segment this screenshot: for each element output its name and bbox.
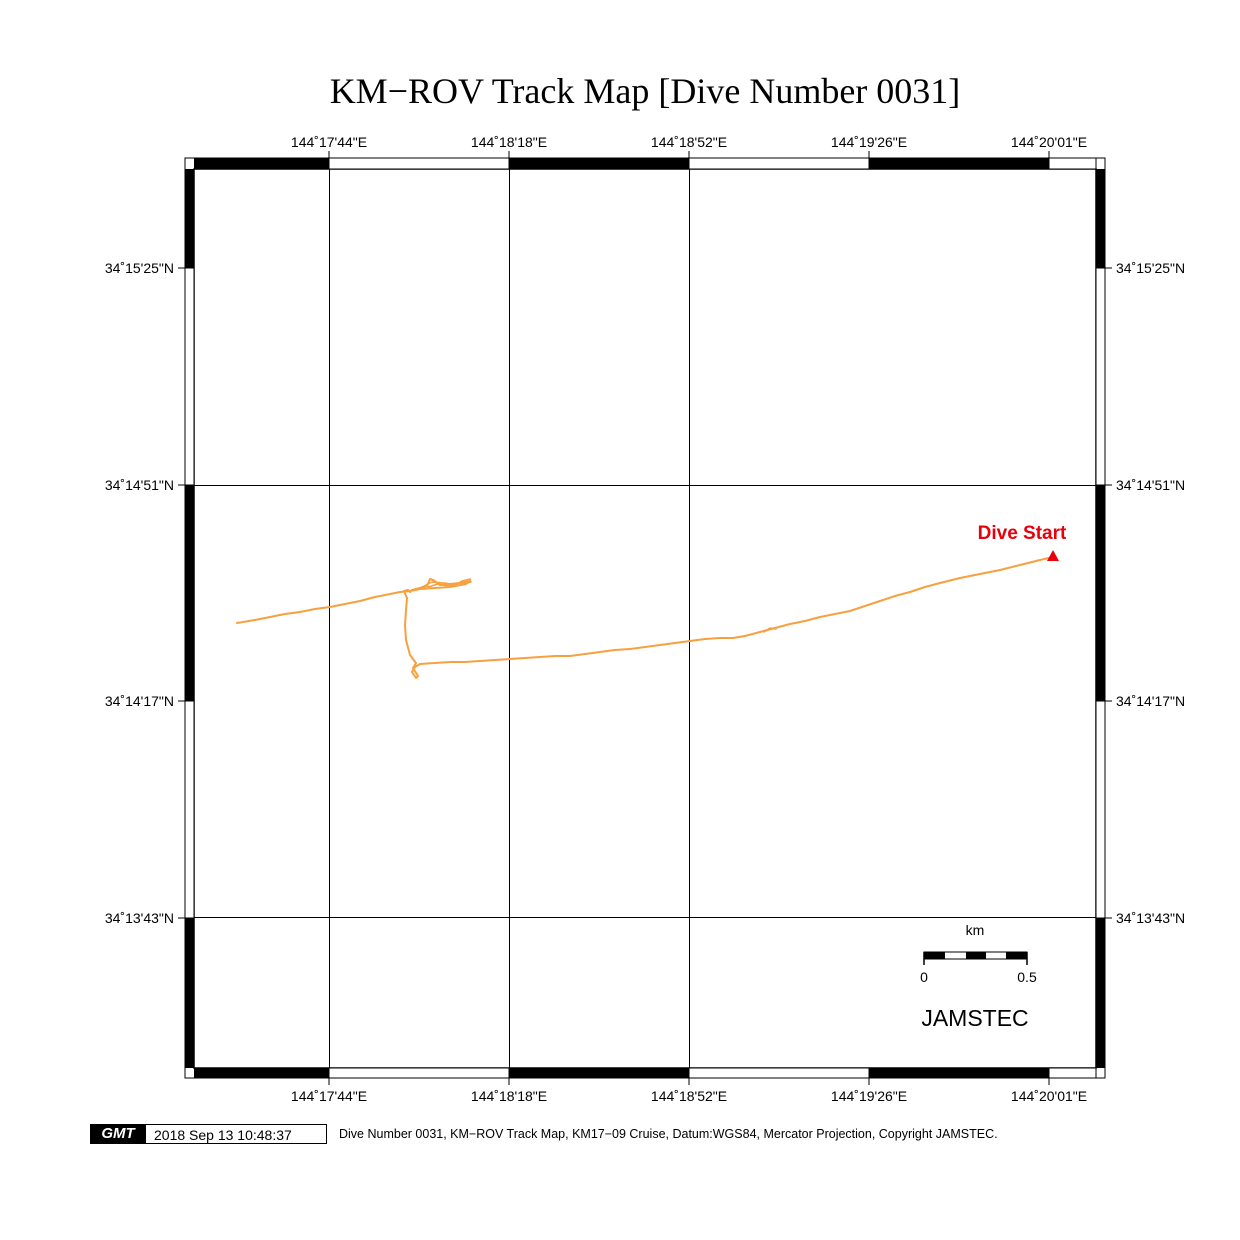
- footer-timestamp: 2018 Sep 13 10:48:37: [146, 1124, 327, 1144]
- rov-track: [236, 556, 1054, 679]
- lon-label-top: 144˚18'18"E: [471, 134, 547, 150]
- scale-bar-start-label: 0: [920, 969, 928, 985]
- bottom-border-ticks: [194, 1067, 1097, 1079]
- graticule: [194, 169, 1096, 1068]
- lon-label-top: 144˚17'44"E: [291, 134, 367, 150]
- track-segment-jitter: [763, 627, 777, 633]
- map-title: KM−ROV Track Map [Dive Number 0031]: [329, 71, 961, 111]
- scale-bar-end-label: 0.5: [1017, 969, 1037, 985]
- track-segment-cluster: [419, 578, 472, 589]
- lon-label-top: 144˚19'26"E: [831, 134, 907, 150]
- gmt-logo: GMT: [90, 1124, 146, 1144]
- dive-start-label: Dive Start: [978, 523, 1067, 544]
- scale-bar-unit: km: [966, 922, 985, 938]
- footer-caption: Dive Number 0031, KM−ROV Track Map, KM17…: [339, 1127, 998, 1141]
- dive-start-marker-icon: [1047, 550, 1059, 561]
- lat-label-right: 34˚15'25"N: [1116, 260, 1185, 276]
- lon-label-bottom: 144˚20'01"E: [1011, 1088, 1087, 1104]
- lat-label-left: 34˚15'25"N: [105, 260, 174, 276]
- lon-label-bottom: 144˚19'26"E: [831, 1088, 907, 1104]
- lat-label-left: 34˚14'51"N: [105, 477, 174, 493]
- lat-label-left: 34˚14'17"N: [105, 693, 174, 709]
- right-border-ticks: [1095, 169, 1106, 1068]
- lat-label-left: 34˚13'43"N: [105, 910, 174, 926]
- lon-label-bottom: 144˚18'52"E: [651, 1088, 727, 1104]
- lat-label-right: 34˚14'17"N: [1116, 693, 1185, 709]
- organization-label: JAMSTEC: [921, 1005, 1028, 1031]
- scale-bar: km 0 0.5: [920, 922, 1037, 985]
- lat-label-right: 34˚13'43"N: [1116, 910, 1185, 926]
- track-segment-main: [236, 556, 1054, 679]
- frame-tick-marks: [178, 151, 1112, 1085]
- lon-label-top: 144˚20'01"E: [1011, 134, 1087, 150]
- lon-label-top: 144˚18'52"E: [651, 134, 727, 150]
- lon-label-bottom: 144˚18'18"E: [471, 1088, 547, 1104]
- left-border-ticks: [184, 169, 195, 1068]
- lat-label-right: 34˚14'51"N: [1116, 477, 1185, 493]
- top-border-ticks: [194, 157, 1097, 170]
- lon-label-bottom: 144˚17'44"E: [291, 1088, 367, 1104]
